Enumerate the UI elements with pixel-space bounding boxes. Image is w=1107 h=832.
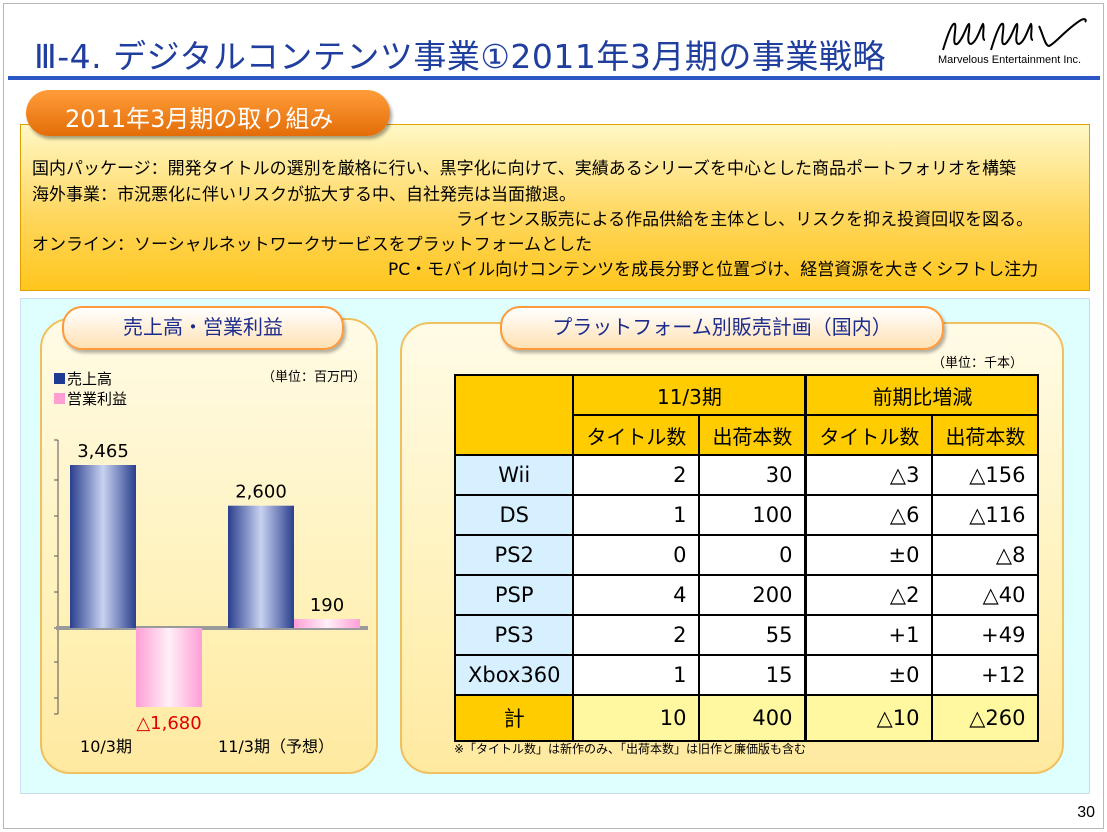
table-cell: 100 [698,494,807,536]
total-label: 計 [453,694,575,742]
platform-name: Wii [453,454,575,496]
table-cell: 2 [572,614,701,656]
col-header: タイトル数 [572,414,701,456]
table-total-row: 計 10 400 △10 △260 [453,694,1040,742]
x-category-label: 11/3期（予想） [218,737,334,756]
platform-table-heading: プラットフォーム別販売計画（国内） [500,306,944,350]
table-cell: 10 [572,694,701,742]
profit-bar [294,619,360,628]
table-cell: 200 [698,574,807,616]
table-cell: 0 [698,534,807,576]
table-cell: △10 [804,694,934,742]
sales-bar [228,505,294,628]
col-header: タイトル数 [804,414,934,456]
sales-bar [70,465,136,628]
table-cell: △3 [804,454,934,496]
group-header-current: 11/3期 [572,374,807,416]
table-row: PSP 4 200 △2 △40 [453,574,1040,616]
table-cell: +12 [931,654,1040,696]
platform-name: Xbox360 [453,654,575,696]
table-cell: △2 [804,574,934,616]
initiative-line: 国内パッケージ：開発タイトルの選別を厳格に行い、黒字化に向けて、実績あるシリーズ… [32,159,1016,179]
table-cell: +1 [804,614,934,656]
sales-bar-chart: 3,465 2,600 △1,680 190 10/3期 11/3期（予想） [54,439,368,756]
table-cell: △260 [931,694,1040,742]
table-row: PS2 0 0 ±0 △8 [453,534,1040,576]
mmv-logo-icon [942,18,1087,51]
legend-label: 営業利益 [67,390,128,408]
table-cell: △40 [931,574,1040,616]
col-header: 出荷本数 [698,414,807,456]
table-cell: △156 [931,454,1040,496]
legend-swatch [54,393,65,404]
company-logo [935,10,1097,70]
legend-item-profit: 営業利益 [54,388,127,409]
initiatives-heading: 2011年3月期の取り組み [65,105,334,133]
table-footnote: ※「タイトル数」は新作のみ、「出荷本数」は旧作と廉価版も含む [454,742,807,756]
title-underline [8,76,1100,80]
table-cell: 2 [572,454,701,496]
table-cell: 30 [698,454,807,496]
legend-item-sales: 売上高 [54,368,112,389]
table-cell: 55 [698,614,807,656]
table-row: Xbox360 1 15 ±0 +12 [453,654,1040,696]
page-number: 30 [1077,804,1095,821]
initiative-line: ライセンス販売による作品供給を主体とし、リスクを抑え投資回収を図る。 [456,210,1034,230]
x-category-label: 10/3期 [80,737,132,756]
platform-name: PSP [453,574,575,616]
legend-label: 売上高 [67,370,113,388]
group-header-change: 前期比増減 [804,374,1040,416]
table-cell: ±0 [804,654,934,696]
platform-name: PS2 [453,534,575,576]
platform-unit-label: （単位：千本） [932,356,1024,371]
col-header: 出荷本数 [931,414,1040,456]
initiative-line: PC・モバイル向けコンテンツを成長分野と位置づけ、経営資源を大きくシフトし注力 [388,260,1039,280]
bar-value-label: △1,680 [136,713,201,734]
initiative-line: 海外事業：市況悪化に伴いリスクが拡大する中、自社発売は当面撤退。 [32,185,576,205]
table-cell: △116 [931,494,1040,536]
platform-sales-table: 11/3期 前期比増減 タイトル数 出荷本数 タイトル数 出荷本数 Wii 2 … [453,374,1040,742]
table-cell: ±0 [804,534,934,576]
table-corner-cell [453,374,575,456]
table-cell: 4 [572,574,701,616]
page-title: Ⅲ-4. デジタルコンテンツ事業①2011年3月期の事業戦略 [34,37,886,76]
table-row: Wii 2 30 △3 △156 [453,454,1040,496]
table-group-header-row: 11/3期 前期比増減 [453,374,1040,456]
platform-name: PS3 [453,614,575,656]
table-cell: 400 [698,694,807,742]
table-column-header-row: タイトル数 出荷本数 タイトル数 出荷本数 [455,414,1040,456]
table-cell: 1 [572,494,701,536]
table-row: PS3 2 55 +1 +49 [453,614,1040,656]
bar-value-label: 3,465 [77,441,129,462]
table-cell: +49 [931,614,1040,656]
sales-unit-label: （単位：百万円） [262,370,367,385]
table-cell: △6 [804,494,934,536]
bar-value-label: 190 [310,595,344,616]
zero-baseline [56,626,368,630]
table-cell: △8 [931,534,1040,576]
initiatives-box [20,124,1090,291]
initiative-line: オンライン：ソーシャルネットワークサービスをプラットフォームとした [32,235,593,255]
table-cell: 15 [698,654,807,696]
bar-value-label: 2,600 [235,482,287,503]
table-cell: 1 [572,654,701,696]
table-cell: 0 [572,534,701,576]
initiatives-heading-pill [26,90,390,136]
company-name: Marvelous Entertainment Inc. [938,54,1082,66]
legend-swatch [54,373,65,384]
platform-name: DS [453,494,575,536]
profit-bar [136,628,202,708]
table-row: DS 1 100 △6 △116 [453,494,1040,536]
sales-chart-heading: 売上高・営業利益 [62,306,344,350]
